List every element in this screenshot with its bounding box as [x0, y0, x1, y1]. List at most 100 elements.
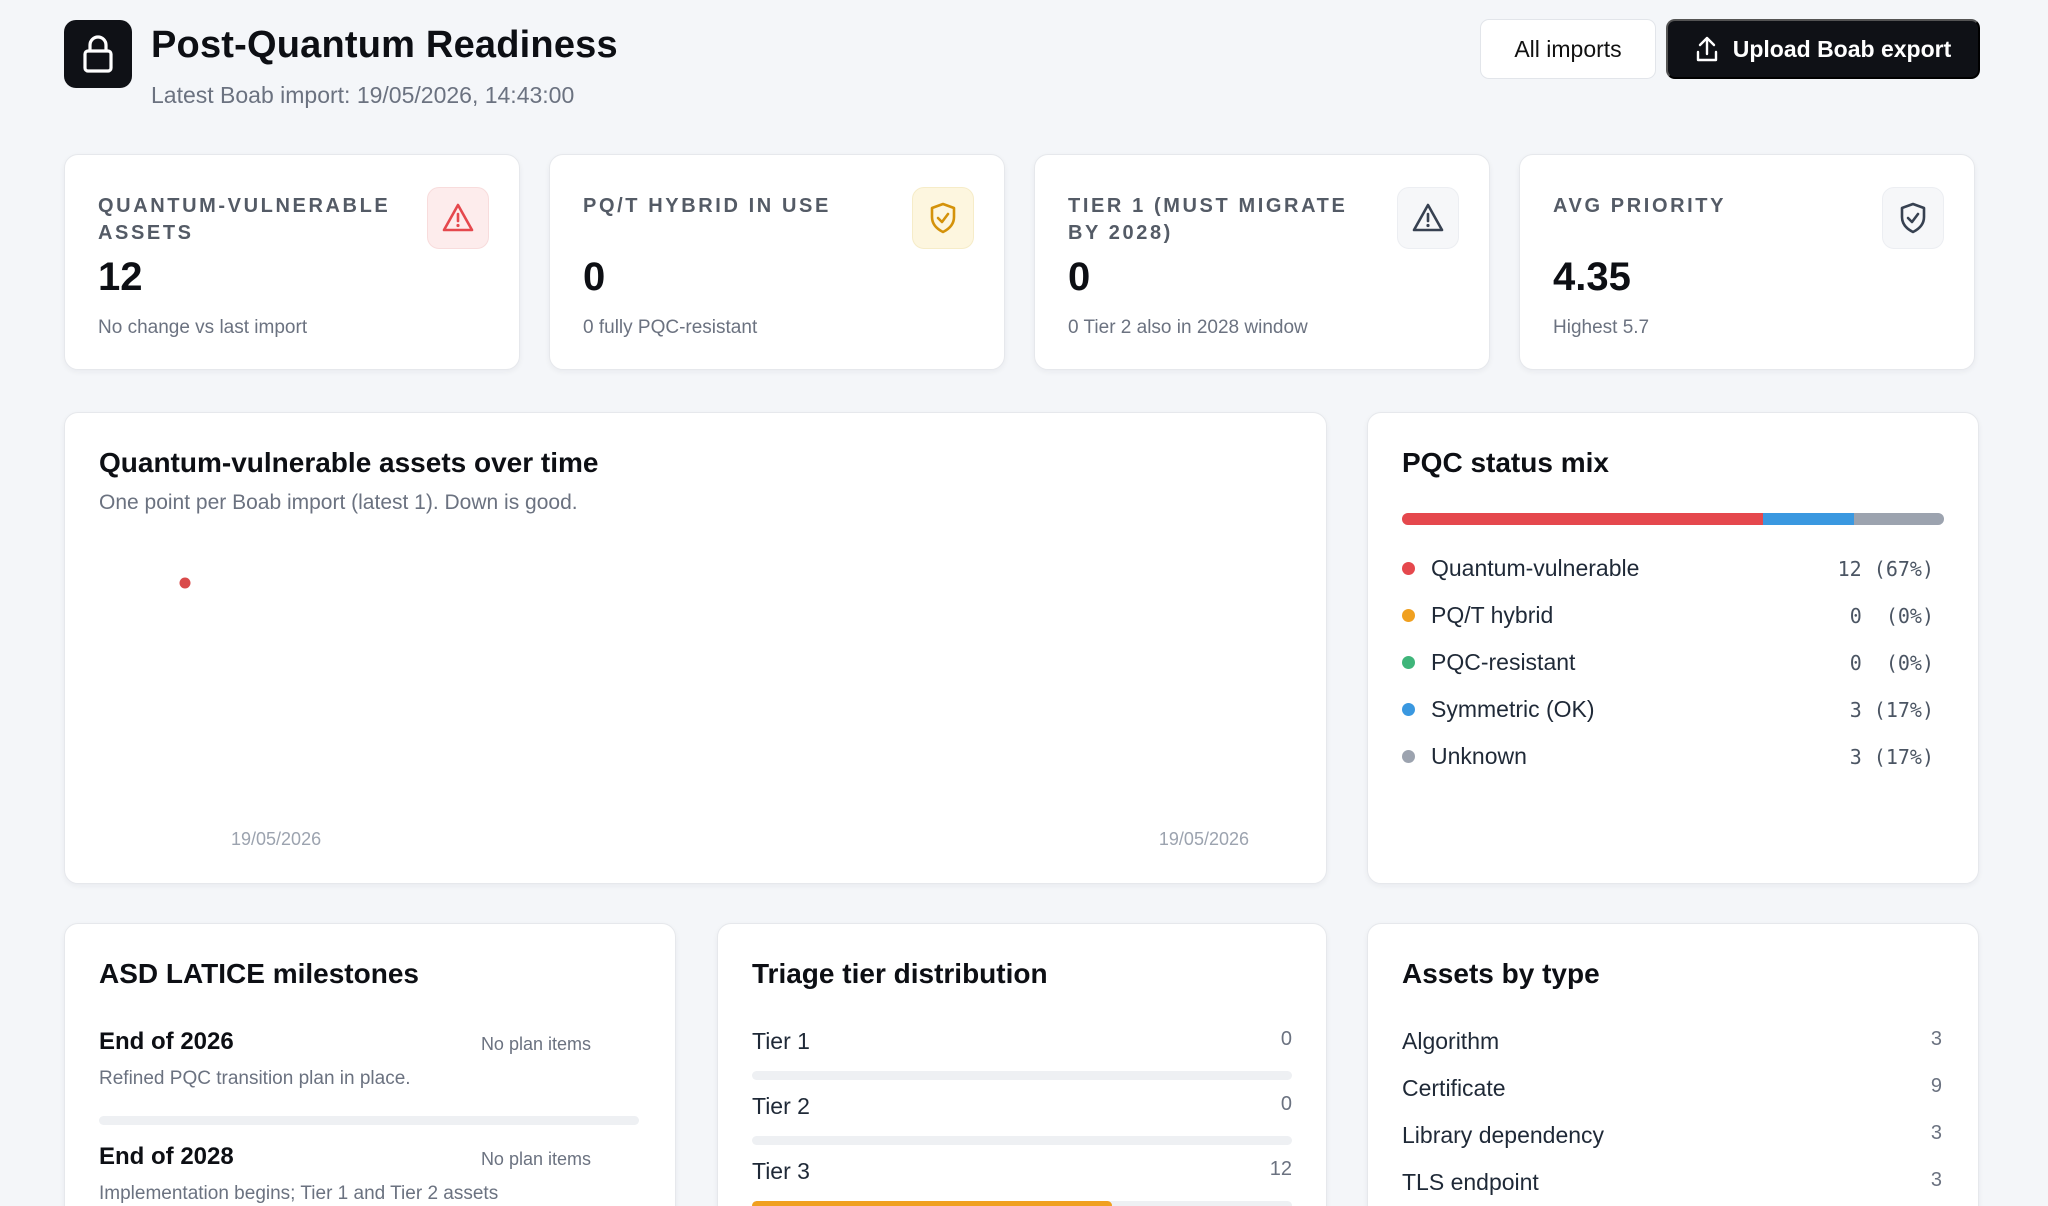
legend-dot — [1402, 750, 1415, 763]
tier-count: 0 — [1280, 1028, 1292, 1050]
tier-label: Tier 2 — [752, 1093, 810, 1119]
asset-type-row: Library dependency 3 — [1402, 1122, 1942, 1149]
milestones-card: ASD LATICE milestones End of 2026 No pla… — [64, 923, 676, 1206]
latest-import-subtitle: Latest Boab import: 19/05/2026, 14:43:00 — [151, 82, 575, 108]
asset-type-label: Library dependency — [1402, 1122, 1605, 1148]
pqc-mix-title: PQC status mix — [1402, 447, 1609, 478]
kpi-card-quantum-vulnerable: QUANTUM-VULNERABLE ASSETS 12 No change v… — [64, 154, 520, 370]
upload-icon — [1696, 36, 1717, 62]
asset-type-label: Algorithm — [1402, 1028, 1500, 1054]
page-header: Post-Quantum Readiness Latest Boab impor… — [64, 18, 1980, 118]
asset-type-label: Certificate — [1402, 1075, 1506, 1101]
timeline-chart: 19/05/2026 19/05/2026 — [179, 577, 1249, 849]
pqc-mix-row-symmetric: Symmetric (OK) 3 (17%) — [1402, 686, 1934, 733]
pqc-mix-bar — [1402, 513, 1944, 525]
tier-progress-bar — [752, 1071, 1292, 1080]
milestone-tag: No plan items — [480, 1149, 591, 1169]
upload-boab-export-button[interactable]: Upload Boab export — [1666, 19, 1980, 79]
shield-icon — [912, 187, 974, 249]
mix-name: Quantum-vulnerable — [1431, 555, 1640, 581]
pqc-mix-row-unknown: Unknown 3 (17%) — [1402, 733, 1934, 780]
kpi-label: TIER 1 (MUST MIGRATE BY 2028) — [1068, 195, 1348, 244]
milestone-title: End of 2026 — [99, 1028, 234, 1055]
timeline-subtitle: One point per Boab import (latest 1). Do… — [99, 491, 578, 514]
tier-progress-bar — [752, 1136, 1292, 1145]
tier-label: Tier 1 — [752, 1028, 810, 1054]
tiers-title: Triage tier distribution — [752, 958, 1048, 989]
tier-progress-bar — [752, 1201, 1292, 1206]
asset-type-row: Algorithm 3 — [1402, 1028, 1942, 1055]
data-point[interactable] — [179, 577, 191, 589]
upload-label: Upload Boab export — [1732, 35, 1952, 62]
page-title: Post-Quantum Readiness — [151, 24, 618, 66]
mix-count: 3 — [1849, 697, 1862, 722]
kpi-value: 0 — [583, 255, 606, 299]
asset-type-count: 3 — [1930, 1122, 1942, 1144]
kpi-card-avg-priority: AVG PRIORITY 4.35 Highest 5.7 — [1519, 154, 1975, 370]
asset-type-count: 9 — [1930, 1075, 1942, 1097]
warning-icon — [1397, 187, 1459, 249]
milestone-title: End of 2028 — [99, 1143, 234, 1170]
mix-name: PQC-resistant — [1431, 649, 1576, 675]
tier-count: 12 — [1269, 1158, 1292, 1180]
kpi-value: 0 — [1068, 255, 1091, 299]
asset-type-count: 3 — [1930, 1169, 1942, 1191]
legend-dot — [1402, 562, 1415, 575]
legend-dot — [1402, 609, 1415, 622]
milestone-progress-bar — [99, 1116, 639, 1125]
mix-name: PQ/T hybrid — [1431, 602, 1554, 628]
milestone-item: End of 2028 No plan items Implementation… — [99, 1143, 639, 1205]
asset-type-label: TLS endpoint — [1402, 1169, 1539, 1195]
mix-pct: (17%) — [1873, 744, 1934, 769]
tier-row: Tier 1 0 — [752, 1028, 1292, 1080]
milestone-desc: Implementation begins; Tier 1 and Tier 2… — [99, 1183, 499, 1204]
kpi-value: 12 — [98, 255, 143, 299]
timeline-chart-card: Quantum-vulnerable assets over time One … — [64, 412, 1327, 884]
mix-pct: (0%) — [1885, 650, 1934, 675]
pqc-mix-row-quantum-vulnerable: Quantum-vulnerable 12 (67%) — [1402, 545, 1934, 592]
lock-icon — [64, 20, 132, 88]
tier-count: 0 — [1280, 1093, 1292, 1115]
kpi-note: Highest 5.7 — [1553, 317, 1650, 338]
x-tick-label: 19/05/2026 — [231, 829, 321, 849]
mix-count: 0 — [1849, 650, 1862, 675]
assets-by-type-card: Assets by type Algorithm 3 Certificate 9 L… — [1367, 923, 1979, 1206]
mix-bar-segment — [1763, 513, 1854, 525]
tier-label: Tier 3 — [752, 1158, 810, 1184]
mix-count: 0 — [1849, 603, 1862, 628]
asset-type-row: Certificate 9 — [1402, 1075, 1942, 1102]
asset-type-count: 3 — [1930, 1028, 1942, 1050]
kpi-label: AVG PRIORITY — [1553, 195, 1727, 217]
timeline-title: Quantum-vulnerable assets over time — [99, 447, 599, 478]
mix-count: 3 — [1849, 744, 1862, 769]
kpi-note: 0 Tier 2 also in 2028 window — [1068, 317, 1308, 338]
tier-row: Tier 3 12 — [752, 1158, 1292, 1206]
milestone-item: End of 2026 No plan items Refined PQC tr… — [99, 1028, 639, 1125]
mix-count: 12 — [1837, 556, 1862, 581]
asset-type-row: TLS endpoint 3 — [1402, 1169, 1942, 1196]
mix-pct: (67%) — [1873, 556, 1934, 581]
all-imports-button[interactable]: All imports — [1480, 19, 1656, 79]
asset-types-title: Assets by type — [1402, 958, 1600, 989]
mix-pct: (0%) — [1885, 603, 1934, 628]
warning-icon — [427, 187, 489, 249]
all-imports-label: All imports — [1514, 35, 1622, 62]
mix-name: Unknown — [1431, 743, 1527, 769]
legend-dot — [1402, 656, 1415, 669]
tier-row: Tier 2 0 — [752, 1093, 1292, 1145]
pqc-mix-row-pqc-resistant: PQC-resistant 0 (0%) — [1402, 639, 1934, 686]
pqc-status-mix-card: PQC status mix Quantum-vulnerable 12 (67… — [1367, 412, 1979, 884]
mix-pct: (17%) — [1873, 697, 1934, 722]
pqc-mix-legend: Quantum-vulnerable 12 (67%) PQ/T hybrid … — [1402, 545, 1934, 780]
kpi-label: QUANTUM-VULNERABLE ASSETS — [98, 195, 391, 244]
milestone-desc: Refined PQC transition plan in place. — [99, 1068, 411, 1089]
milestone-tag: No plan items — [480, 1034, 591, 1054]
kpi-note: No change vs last import — [98, 317, 308, 338]
kpi-card-pqt-hybrid: PQ/T HYBRID IN USE 0 0 fully PQC-resista… — [549, 154, 1005, 370]
x-tick-label: 19/05/2026 — [1159, 829, 1249, 849]
kpi-value: 4.35 — [1553, 255, 1631, 299]
mix-bar-segment — [1853, 513, 1944, 525]
kpi-card-tier1: TIER 1 (MUST MIGRATE BY 2028) 0 0 Tier 2… — [1034, 154, 1490, 370]
pqc-mix-row-pqt-hybrid: PQ/T hybrid 0 (0%) — [1402, 592, 1934, 639]
kpi-note: 0 fully PQC-resistant — [583, 317, 758, 338]
